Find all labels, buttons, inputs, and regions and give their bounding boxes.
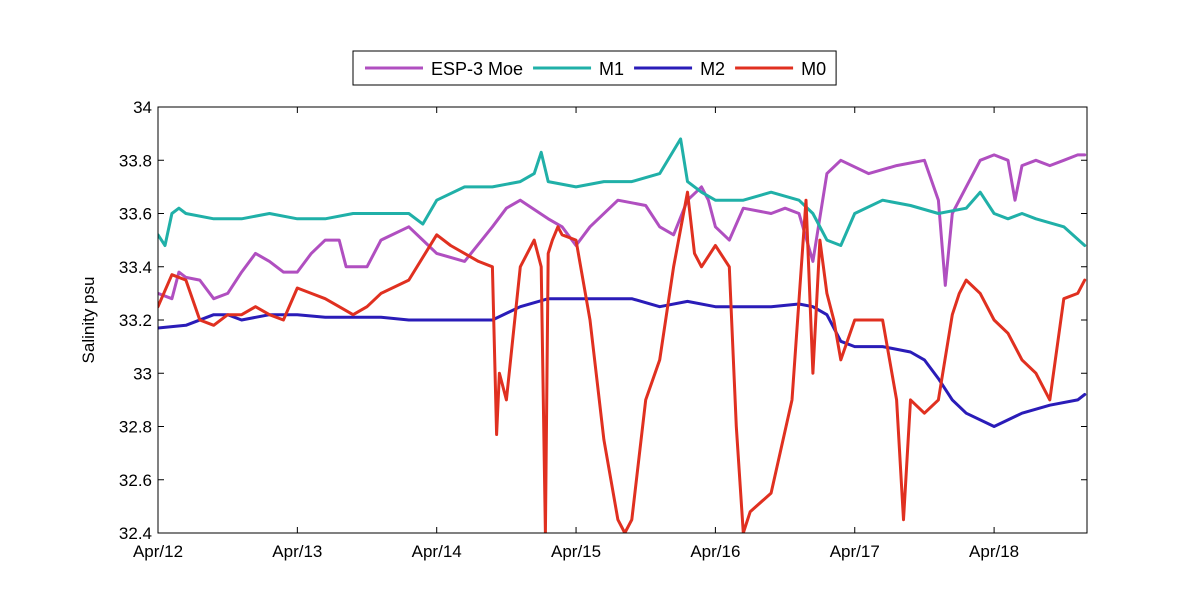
y-tick-label: 33.4 — [119, 258, 152, 277]
plot-area — [158, 107, 1087, 533]
y-tick-label: 33.6 — [119, 205, 152, 224]
y-tick-label: 33 — [133, 364, 152, 383]
series-layer — [158, 137, 1087, 533]
y-tick-label: 32.8 — [119, 418, 152, 437]
ticks-layer: 32.4 32.6 32.8 33 33.2 33.4 33.6 33.8 34 Apr/12 Ap… — [119, 98, 1087, 561]
x-tick-label: Apr/18 — [969, 542, 1019, 561]
x-tick-label: Apr/12 — [133, 542, 183, 561]
y-tick-label: 34 — [133, 98, 152, 117]
y-tick-label: 32.6 — [119, 471, 152, 490]
x-tick-label: Apr/15 — [551, 542, 601, 561]
y-tick-label: 33.2 — [119, 311, 152, 330]
series-line-m2 — [158, 297, 1087, 428]
y-axis-label: Salinity psu — [79, 277, 98, 364]
x-tick-label: Apr/14 — [412, 542, 462, 561]
x-tick-label: Apr/16 — [690, 542, 740, 561]
series-line-m0 — [158, 190, 1087, 533]
series-line-m1 — [158, 137, 1087, 247]
x-tick-label: Apr/13 — [272, 542, 322, 561]
legend-label: M0 — [801, 59, 826, 79]
series-line-esp-3-moe — [158, 153, 1087, 301]
legend: ESP-3 Moe M1 M2 M0 — [352, 50, 837, 86]
legend-label: M1 — [599, 59, 624, 79]
legend-label: ESP-3 Moe — [431, 59, 523, 79]
x-tick-label: Apr/17 — [830, 542, 880, 561]
legend-label: M2 — [700, 59, 725, 79]
y-tick-label: 32.4 — [119, 524, 152, 543]
y-tick-label: 33.8 — [119, 151, 152, 170]
